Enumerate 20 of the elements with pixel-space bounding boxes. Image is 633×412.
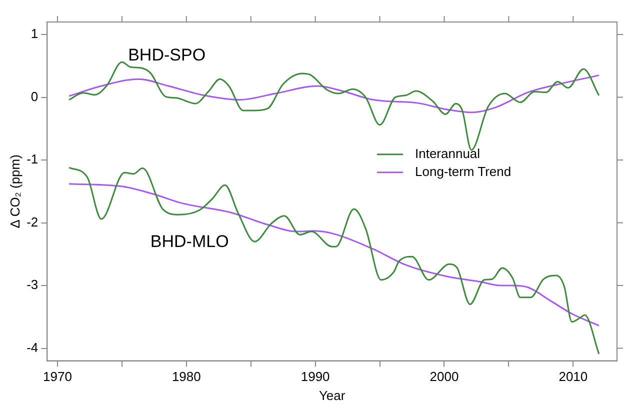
y-tick-label: -2 <box>26 214 38 230</box>
x-tick-label: 2010 <box>558 369 588 384</box>
line-series <box>68 166 600 355</box>
y-tick-label: 1 <box>30 26 38 42</box>
annotation: BHD-SPO <box>128 46 206 65</box>
y-tick-label: 0 <box>30 88 38 104</box>
y-axis-title: Δ CO₂ (ppm) <box>7 154 22 228</box>
line-series <box>68 74 600 114</box>
legend-label: Interannual <box>415 146 480 161</box>
x-tick-label: 2000 <box>430 369 459 384</box>
y-tick-label: -4 <box>26 340 38 355</box>
x-axis-title: Year <box>318 388 346 403</box>
y-tick-label: -1 <box>26 152 38 167</box>
x-tick-label: 1990 <box>300 369 330 384</box>
annotation: BHD-MLO <box>150 232 229 251</box>
x-tick-label: 1970 <box>43 369 72 384</box>
legend-label: Long-term Trend <box>415 164 512 179</box>
y-tick-label: -3 <box>26 277 38 292</box>
x-tick-label: 1980 <box>172 369 201 384</box>
line-series <box>68 183 600 326</box>
